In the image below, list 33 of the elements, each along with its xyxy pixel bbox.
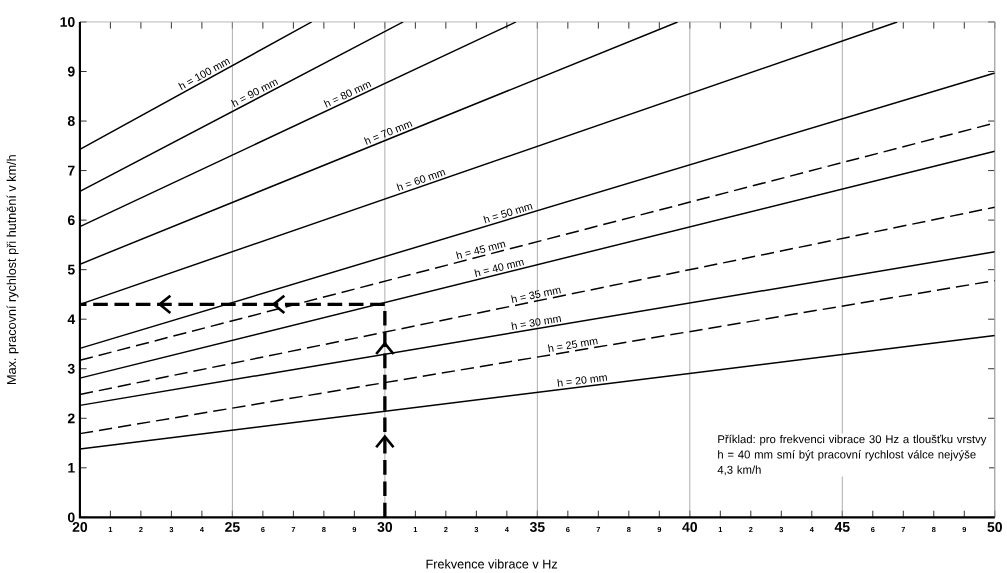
text: h = 100 mm — [178, 59, 231, 91]
text: h = 20 mm — [557, 375, 608, 387]
x-tick-label: 25 — [225, 522, 240, 532]
y-tick-label: 10 — [60, 17, 75, 27]
y-axis-title: Max. pracovní rychlost při hutnění v km/h — [6, 155, 19, 384]
y-tick-label: 3 — [67, 363, 75, 374]
y-tick-label: 5 — [67, 264, 75, 275]
y-tick-label: 6 — [67, 215, 75, 226]
text: h = 90 mm — [231, 79, 279, 108]
x-tick-label: 50 — [987, 522, 1002, 532]
text: h = 80 mm — [323, 82, 372, 108]
annotation: Příklad: pro frekvenci vibrace 30 Hz a tloušťku vrstvy h = 40 mm smí být pracovní rychlost válce nejvýše 4,3 km/h — [717, 434, 987, 476]
x-tick-label: 30 — [377, 522, 393, 533]
y-tick-label: 1 — [68, 463, 75, 473]
text: h = 60 mm — [396, 170, 446, 192]
y-tick-label: 0 — [67, 512, 75, 523]
x-tick-label: 45 — [834, 522, 850, 532]
x-axis-title: Frekvence vibrace v Hz — [426, 559, 558, 569]
text: h = 40 mm — [474, 259, 524, 277]
y-tick-label: 7 — [68, 165, 75, 176]
text: h = 70 mm — [363, 121, 413, 145]
y-tick-label: 9 — [67, 66, 75, 77]
y-tick-label: 8 — [67, 116, 75, 127]
text: h = 50 mm — [483, 204, 533, 224]
text: h = 45 mm — [456, 241, 506, 260]
text: h = 30 mm — [511, 316, 562, 330]
x-tick-label: 40 — [682, 522, 698, 532]
x-tick-label: 20 — [72, 522, 88, 532]
x-tick-label: 35 — [529, 522, 545, 533]
y-tick-label: 2 — [67, 413, 75, 424]
y-tick-label: 4 — [67, 314, 76, 325]
text: h = 35 mm — [511, 287, 561, 304]
text: h = 25 mm — [547, 338, 598, 353]
